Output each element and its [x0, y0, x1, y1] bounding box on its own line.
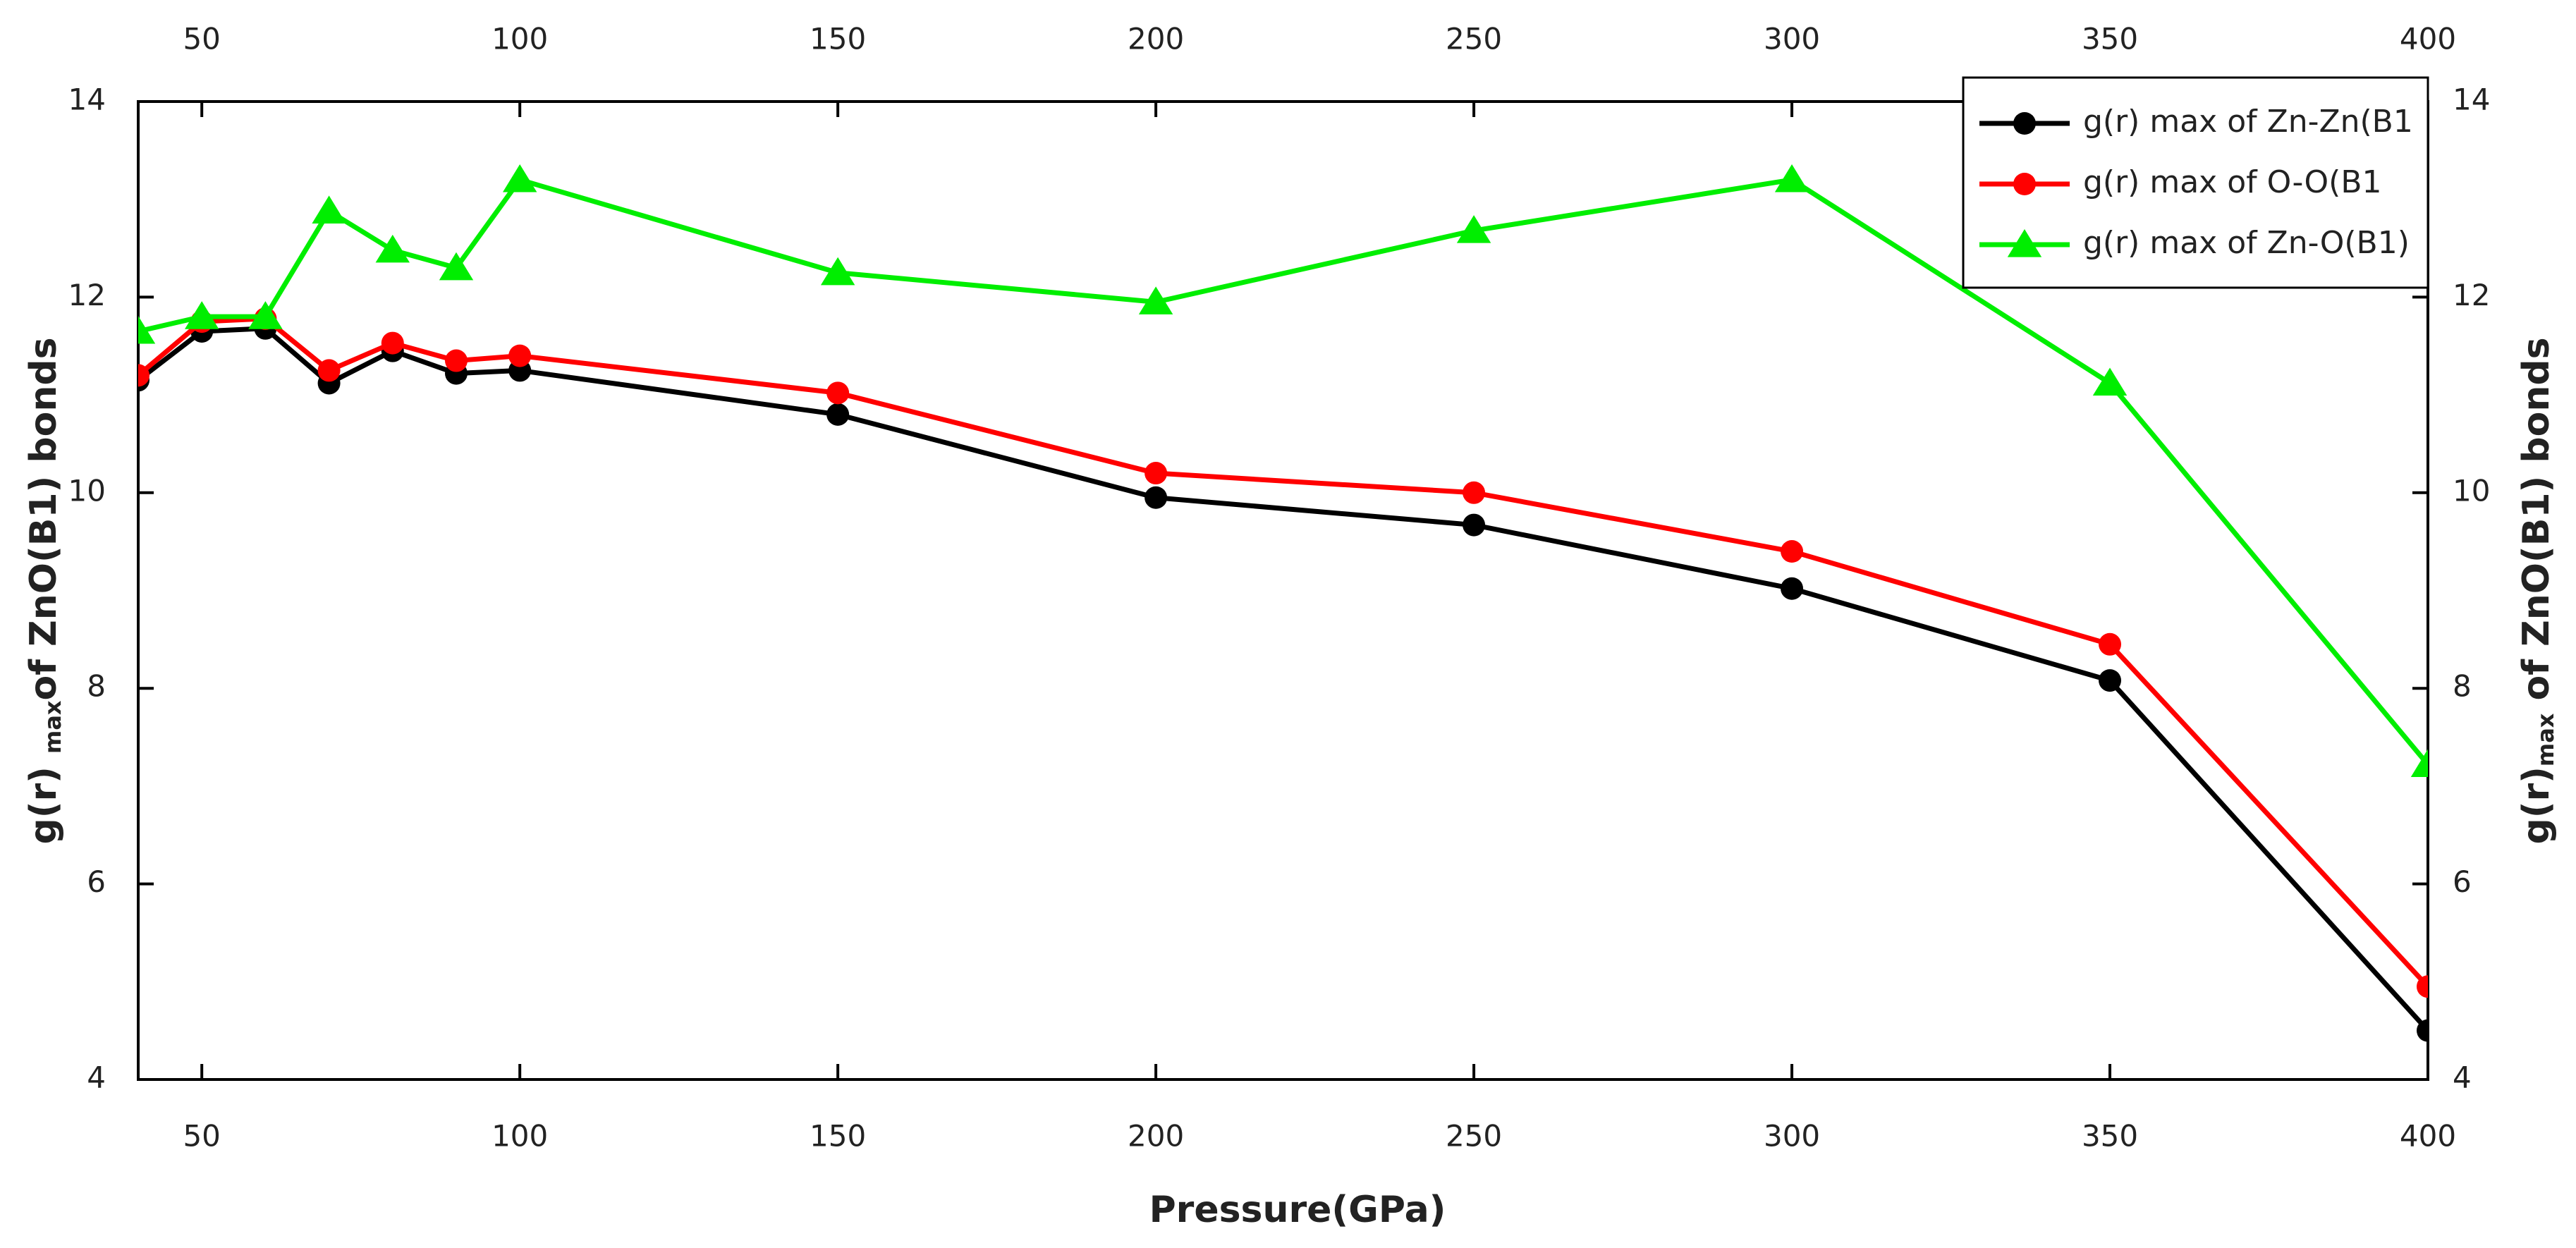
y-label-post: of ZnO(B1) bonds — [23, 337, 65, 700]
marker — [1144, 462, 1168, 485]
y-tick-label: 14 — [68, 82, 106, 117]
marker — [375, 234, 410, 263]
y-tick-label: 4 — [87, 1060, 106, 1095]
marker — [2417, 1019, 2428, 1042]
plot-area — [138, 164, 2428, 1042]
x-tick-label: 50 — [183, 1119, 220, 1154]
marker — [1781, 577, 1804, 600]
marker — [502, 164, 537, 192]
y-tick-label: 6 — [87, 864, 106, 899]
x-tick-label: 150 — [810, 1119, 866, 1154]
marker — [1463, 513, 1486, 537]
y2-tick-label: 10 — [2453, 473, 2490, 508]
x-tick-label: 200 — [1128, 1119, 1184, 1154]
x-top-tick-label: 200 — [1128, 22, 1184, 56]
marker — [2099, 669, 2122, 692]
marker — [508, 344, 532, 367]
marker — [1456, 215, 1491, 243]
marker — [2007, 229, 2042, 257]
marker — [2099, 632, 2122, 656]
y-tick-label: 10 — [68, 473, 106, 508]
marker — [2092, 367, 2128, 396]
marker — [184, 301, 219, 329]
x-top-tick-label: 50 — [183, 22, 220, 56]
marker — [826, 403, 850, 426]
x-tick-label: 350 — [2082, 1119, 2138, 1154]
marker — [1463, 481, 1486, 504]
x-tick-label: 400 — [2400, 1119, 2456, 1154]
x-top-tick-label: 100 — [492, 22, 548, 56]
x-top-tick-label: 400 — [2400, 22, 2456, 56]
marker — [1781, 540, 1804, 563]
y2-tick-label: 12 — [2453, 278, 2490, 312]
marker — [381, 331, 404, 355]
x-tick-label: 100 — [492, 1119, 548, 1154]
marker — [1144, 486, 1168, 509]
x-top-tick-label: 150 — [810, 22, 866, 56]
marker — [2410, 749, 2428, 777]
y2-label-sub: max — [2532, 713, 2559, 766]
x-axis-label: Pressure(GPa) — [1149, 1189, 1446, 1231]
marker — [1774, 164, 1809, 192]
marker — [2013, 173, 2036, 195]
marker — [826, 381, 850, 405]
y2-axis-label: g(r)max of ZnO(B1) bonds — [2515, 337, 2559, 844]
marker — [2417, 975, 2428, 998]
x-tick-label: 300 — [1764, 1119, 1820, 1154]
marker — [2013, 112, 2036, 135]
plot-frame — [137, 100, 2429, 1081]
x-tick-label: 250 — [1446, 1119, 1502, 1154]
marker — [248, 301, 283, 329]
y-tick-label: 8 — [87, 669, 106, 704]
legend-text: g(r) max of O-O(B1 — [2083, 164, 2382, 200]
marker — [439, 252, 474, 281]
y2-tick-label: 4 — [2453, 1060, 2472, 1095]
legend-text: g(r) max of Zn-O(B1) — [2083, 225, 2410, 261]
x-top-tick-label: 300 — [1764, 22, 1820, 56]
series-line — [138, 316, 2428, 989]
y2-label-post: of ZnO(B1) bonds — [2515, 337, 2558, 713]
marker — [317, 359, 341, 382]
marker — [138, 364, 149, 387]
y2-tick-label: 14 — [2453, 82, 2490, 117]
x-top-tick-label: 250 — [1446, 22, 1502, 56]
marker — [312, 195, 346, 224]
marker — [1138, 286, 1173, 314]
marker — [138, 315, 156, 344]
y2-tick-label: 6 — [2453, 864, 2472, 899]
y2-tick-label: 8 — [2453, 669, 2472, 704]
y2-label-pre: g(r) — [2515, 766, 2558, 844]
marker — [444, 349, 468, 372]
series-line — [138, 326, 2428, 1033]
legend-text: g(r) max of Zn-Zn(B1 — [2083, 104, 2413, 140]
y-axis-label: g(r) maxof ZnO(B1) bonds — [23, 337, 66, 844]
y-label-sub: max — [39, 700, 66, 754]
y-tick-label: 12 — [68, 278, 106, 312]
x-top-tick-label: 350 — [2082, 22, 2138, 56]
y-label-pre: g(r) — [23, 754, 65, 845]
marker — [820, 257, 855, 286]
